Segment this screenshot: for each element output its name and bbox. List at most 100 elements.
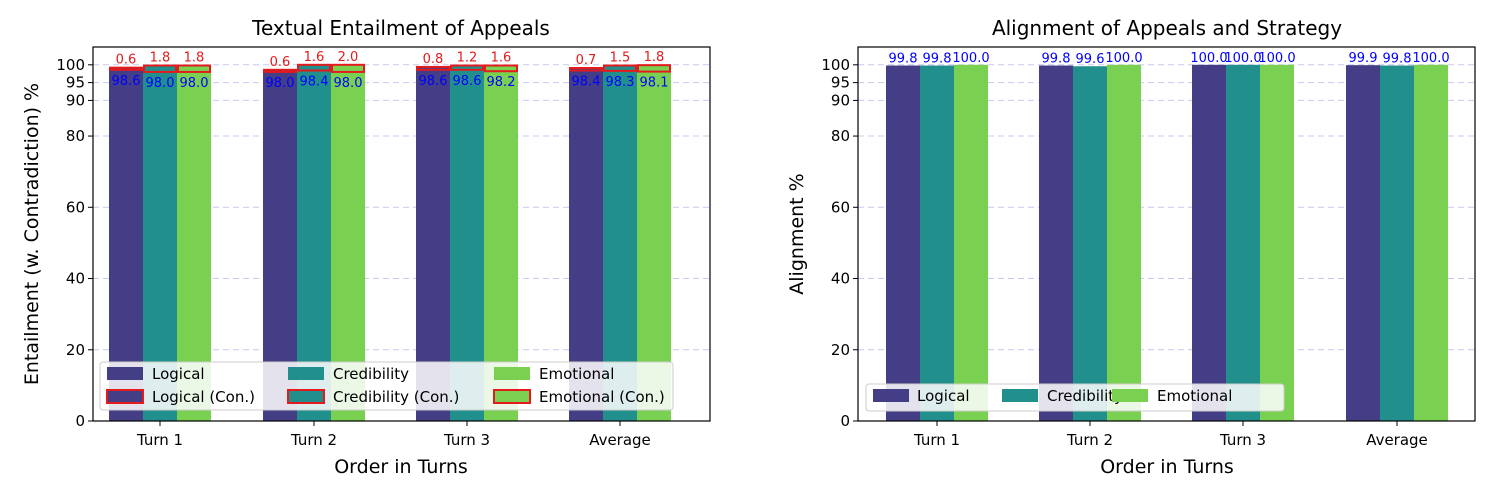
x-axis-label: Order in Turns [334,456,468,478]
con-value-label: 1.8 [644,50,665,65]
entail-value-label: 98.2 [487,75,516,90]
x-tick-label: Turn 1 [136,431,183,449]
y-axis-label: Alignment % [786,173,808,294]
y-tick-label: 90 [831,91,850,109]
legend-box [865,383,1285,412]
entail-value-label: 98.3 [606,75,635,90]
legend-swatch [873,389,909,402]
x-tick-label: Turn 3 [443,431,490,449]
bar-credibility [1226,64,1260,422]
legend-swatch [106,389,144,404]
legend-label: Emotional [1157,387,1232,405]
con-value-label: 1.2 [457,51,478,66]
y-tick-label: 100 [56,56,85,74]
alignment-value-label: 99.8 [923,52,952,67]
bar-emotional-con [331,63,365,73]
entail-value-label: 98.1 [640,76,669,91]
entail-value-label: 98.0 [334,76,363,91]
bar-logical [1346,65,1380,421]
con-value-label: 0.6 [270,55,291,70]
bar-logical-con [416,65,450,71]
bar-logical-con [263,68,297,73]
con-value-label: 1.8 [184,51,205,66]
y-tick-label: 60 [831,198,850,216]
legend: Logical Credibility Emotional Logical (Con.… [99,361,674,411]
y-tick-label: 0 [840,412,850,430]
y-axis-label: Entailment (w. Contradiction) % [21,83,43,385]
entail-value-label: 98.6 [453,74,482,89]
legend-label: Credibility [1047,387,1123,405]
alignment-value-label: 99.6 [1076,52,1105,67]
con-value-label: 1.5 [610,51,631,66]
bar-logical [1192,64,1226,422]
bar-emotional-con [637,64,671,73]
alignment-value-label: 100.0 [1258,51,1295,66]
bar-credibility-con [603,64,637,72]
y-tick-label: 40 [831,270,850,288]
bar-emotional-con [484,64,518,73]
bar-credibility-con [297,63,331,72]
alignment-value-label: 100.0 [1224,51,1261,66]
bar-emotional [954,64,988,422]
alignment-value-label: 100.0 [1412,51,1449,66]
legend-label: Logical [152,365,205,383]
con-value-label: 0.8 [423,52,444,67]
entail-value-label: 98.4 [572,75,601,90]
x-tick-label: Average [1366,431,1428,449]
entail-value-label: 98.4 [300,75,329,90]
plot-frame [857,46,1476,422]
y-tick-label: 95 [831,74,850,92]
bar-emotional [1414,64,1448,422]
y-tick-label: 80 [66,127,85,145]
entail-value-label: 98.0 [266,76,295,91]
bar-credibility-con [450,64,484,71]
entail-value-label: 98.0 [180,76,209,91]
alignment-value-label: 100.0 [952,51,989,66]
x-tick-label: Turn 2 [1066,431,1113,449]
entail-value-label: 98.6 [112,74,141,89]
bar-logical-con [569,67,603,72]
bar-emotional [1107,64,1141,422]
y-tick-label: 20 [831,341,850,359]
alignment-value-label: 99.8 [889,52,918,67]
bar-credibility-con [143,64,177,73]
alignment-value-label: 99.8 [1042,52,1071,67]
legend-label: Credibility (Con.) [333,388,459,406]
y-tick-label: 40 [66,270,85,288]
legend-label: Credibility [333,365,409,383]
bar-credibility [1073,66,1107,421]
y-tick-label: 0 [75,412,85,430]
legend-label: Logical [917,387,970,405]
x-tick-label: Turn 3 [1219,431,1266,449]
legend-swatch [287,389,325,404]
chart-title: Textual Entailment of Appeals [251,16,550,40]
x-tick-label: Average [589,431,651,449]
con-value-label: 0.7 [576,53,597,68]
bar-emotional [1260,64,1294,422]
alignment-value-label: 100.0 [1105,51,1142,66]
alignment-value-label: 100.0 [1190,51,1227,66]
y-tick-label: 80 [831,127,850,145]
con-value-label: 1.6 [304,50,325,65]
legend-label: Emotional [539,365,614,383]
legend-label: Logical (Con.) [152,388,255,406]
y-tick-label: 100 [821,56,850,74]
bar-credibility [1380,65,1414,421]
bar-logical-con [109,66,143,71]
entail-value-label: 98.6 [419,74,448,89]
y-tick-label: 60 [66,198,85,216]
legend-swatch [107,367,143,380]
y-tick-label: 90 [66,91,85,109]
con-value-label: 1.8 [150,51,171,66]
chart-title: Alignment of Appeals and Strategy [992,16,1342,40]
y-tick-label: 20 [66,341,85,359]
bar-logical [886,65,920,421]
con-value-label: 2.0 [338,50,359,65]
legend-swatch [1112,389,1148,402]
con-value-label: 1.6 [491,51,512,66]
bar-emotional-con [177,64,211,73]
legend-label: Emotional (Con.) [539,388,665,406]
